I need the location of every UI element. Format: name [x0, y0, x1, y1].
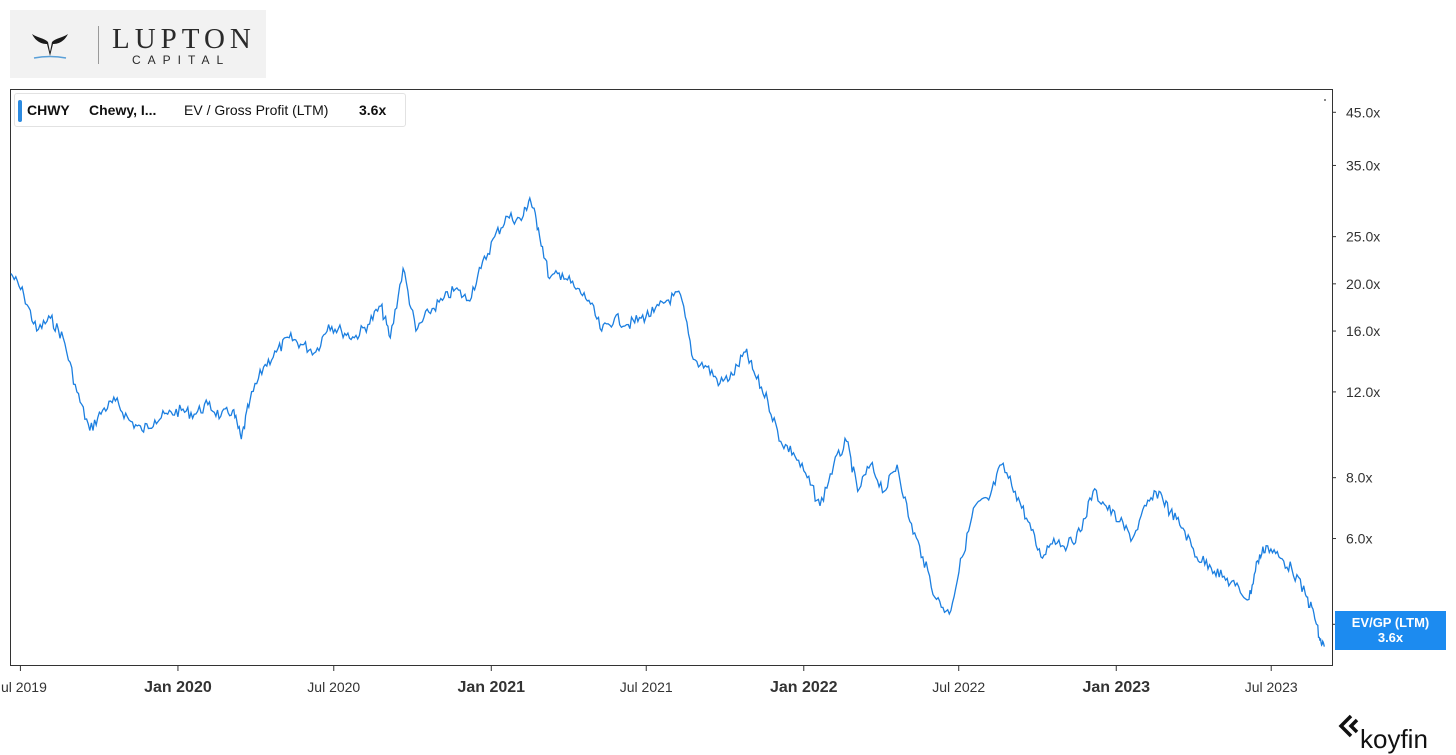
last-value-tag: EV/GP (LTM) 3.6x	[1335, 611, 1446, 650]
y-tick-label: 6.0x	[1346, 531, 1372, 547]
x-tick-label: Jul 2023	[1245, 679, 1298, 695]
x-tick-label: Jul 2019	[0, 679, 47, 695]
y-tick-label: 20.0x	[1346, 276, 1380, 292]
legend-value: 3.6x	[359, 102, 387, 118]
y-tick-label: 8.0x	[1346, 470, 1372, 486]
x-tick-label: Jan 2023	[1082, 679, 1150, 696]
corner-dot	[1324, 99, 1326, 101]
value-tag-label: EV/GP (LTM)	[1351, 615, 1430, 630]
x-tick-label: Jul 2021	[620, 679, 673, 695]
y-tick-label: 12.0x	[1346, 384, 1380, 400]
logo-divider	[98, 26, 99, 64]
whale-tail-icon	[32, 34, 68, 59]
x-tick-label: Jul 2022	[932, 679, 985, 695]
x-tick-label: Jan 2021	[457, 679, 525, 696]
x-axis: Jul 2019 Jan 2020 Jul 2020 Jan 2021 Jul 2021…	[0, 665, 1298, 696]
x-tick-label: Jan 2020	[144, 679, 212, 696]
logo-subtitle: CAPITAL	[132, 53, 231, 67]
x-tick-label: Jul 2020	[307, 679, 360, 695]
y-tick-label: 25.0x	[1346, 229, 1380, 245]
plot-area[interactable]	[10, 89, 1333, 666]
koyfin-logo-icon	[1338, 714, 1359, 738]
lupton-capital-logo: LUPTON CAPITAL	[10, 10, 266, 78]
legend-metric: EV / Gross Profit (LTM)	[184, 102, 329, 118]
y-tick-label: 16.0x	[1346, 323, 1380, 339]
x-tick-label: Jan 2022	[770, 679, 838, 696]
y-axis: 45.0x35.0x25.0x20.0x16.0x12.0x8.0x6.0x4.…	[1333, 104, 1380, 632]
legend-ticker: CHWY	[27, 102, 70, 118]
legend-color-swatch	[18, 100, 22, 122]
logo-name: LUPTON	[112, 23, 256, 55]
chart-legend[interactable]: CHWY Chewy, I... EV / Gross Profit (LTM)…	[14, 93, 406, 127]
series-line-ev-gp	[10, 195, 1325, 647]
koyfin-brand: koyfin	[1360, 724, 1428, 754]
value-tag-value: 3.6x	[1377, 630, 1404, 645]
y-tick-label: 35.0x	[1346, 157, 1380, 173]
legend-company: Chewy, I...	[89, 102, 157, 118]
y-tick-label: 45.0x	[1346, 104, 1380, 120]
